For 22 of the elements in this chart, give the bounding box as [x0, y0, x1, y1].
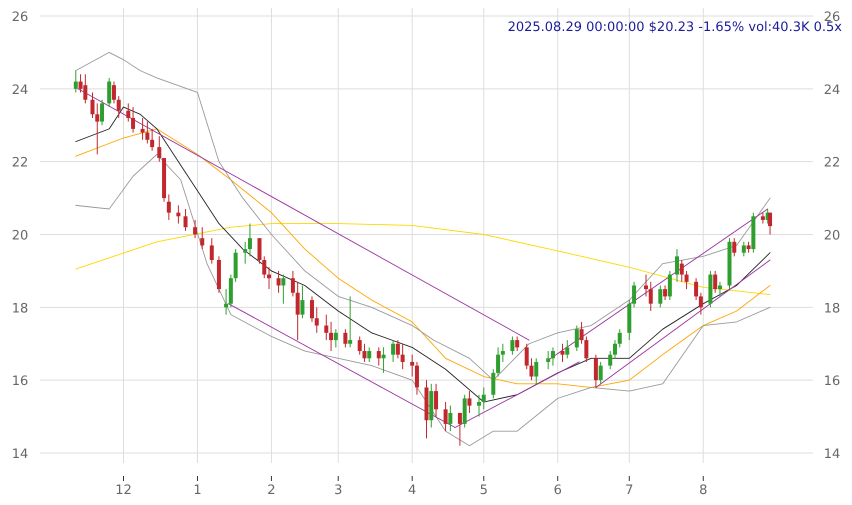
x-tick-label: 12	[115, 483, 132, 498]
x-tick-label: 4	[408, 483, 416, 498]
y2-tick-label: 20	[824, 228, 840, 244]
y-tick-label: 16	[12, 374, 28, 390]
y2-tick-label: 24	[824, 82, 840, 98]
y-tick-label: 22	[12, 156, 28, 171]
y2-tick-label: 14	[824, 447, 840, 462]
y-tick-label: 26	[12, 10, 28, 25]
y-tick-label: 14	[12, 447, 28, 462]
y-tick-label: 20	[12, 228, 28, 244]
x-tick-label: 2	[267, 483, 276, 498]
y-tick-label: 24	[12, 82, 28, 98]
x-tick-label: 8	[699, 483, 708, 498]
x-tick-label: 1	[193, 483, 202, 498]
y2-tick-label: 22	[824, 156, 840, 171]
y2-tick-label: 18	[824, 301, 840, 316]
x-tick-label: 3	[334, 483, 342, 498]
x-tick-label: 6	[554, 483, 562, 498]
x-tick-label: 7	[625, 483, 634, 498]
x-tick-label: 5	[480, 483, 488, 498]
y-tick-label: 18	[12, 301, 28, 316]
y2-tick-label: 16	[824, 374, 840, 390]
